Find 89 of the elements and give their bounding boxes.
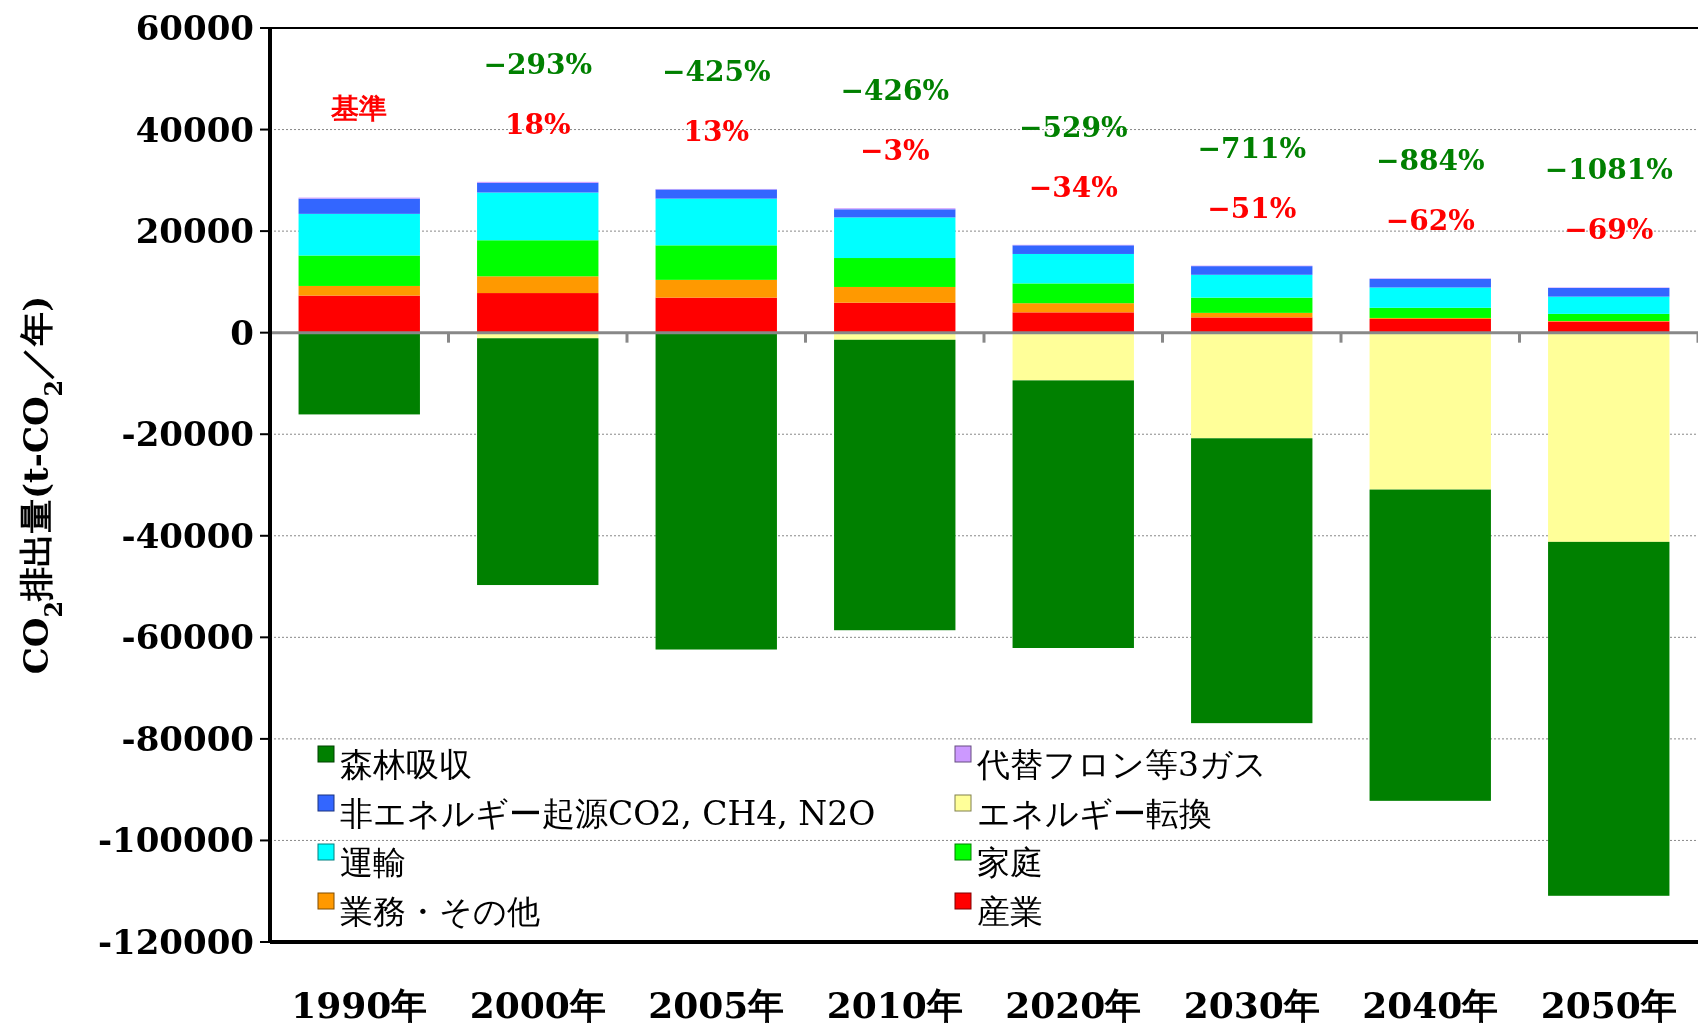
x-tick-label: 2010年 <box>826 984 963 1026</box>
bar <box>298 213 420 256</box>
bar <box>1012 283 1134 304</box>
annotation: 13% <box>683 114 750 148</box>
bar <box>1012 332 1134 381</box>
y-tick-label: -20000 <box>121 414 254 455</box>
bar <box>834 339 956 631</box>
bar <box>1548 287 1670 297</box>
bar <box>1548 296 1670 314</box>
x-tick-label: 2000年 <box>469 984 606 1026</box>
bar <box>477 240 599 277</box>
bar <box>1191 297 1313 313</box>
bar <box>1012 303 1134 313</box>
y-tick-label: 20000 <box>135 211 254 252</box>
bar <box>477 276 599 294</box>
annotation: −3% <box>859 134 930 168</box>
annotation: −62% <box>1385 204 1475 238</box>
x-tick-label: 2030年 <box>1183 984 1320 1026</box>
y-tick-label: -100000 <box>97 820 254 861</box>
y-tick-label: 60000 <box>135 8 254 48</box>
bar <box>1012 245 1134 254</box>
bar <box>655 297 777 333</box>
x-tick-label: 2040年 <box>1362 984 1499 1026</box>
bar <box>834 286 956 303</box>
bar <box>1191 332 1313 439</box>
legend-label: 業務・その他 <box>340 892 540 931</box>
legend-label: 森林吸収 <box>340 745 472 784</box>
x-tick-label: 2005年 <box>648 984 785 1026</box>
bar <box>298 285 420 296</box>
bar <box>1369 332 1491 490</box>
annotation: 基準 <box>330 91 388 125</box>
bar <box>477 192 599 241</box>
bar <box>655 332 777 650</box>
y-tick-label: 40000 <box>135 109 254 150</box>
bar <box>1548 313 1670 321</box>
y-tick-label: 0 <box>230 312 254 353</box>
annotation: −293% <box>483 47 593 81</box>
x-tick-label: 2020年 <box>1005 984 1142 1026</box>
bar <box>1369 287 1491 308</box>
legend-label: 代替フロン等3ガス <box>976 745 1267 784</box>
legend-label: 産業 <box>977 892 1043 931</box>
bar <box>298 332 420 415</box>
bar <box>477 182 599 193</box>
annotation: −69% <box>1564 213 1654 247</box>
annotation: −51% <box>1207 191 1297 225</box>
bar <box>655 198 777 246</box>
legend-label: エネルギー転換 <box>977 794 1212 833</box>
annotation: −425% <box>661 54 771 88</box>
annotation: −529% <box>1018 110 1128 144</box>
bar <box>477 293 599 333</box>
annotation: 18% <box>504 107 571 141</box>
bar <box>1191 274 1313 298</box>
bar <box>1548 321 1670 333</box>
bar <box>1369 489 1491 801</box>
bar <box>298 198 420 214</box>
annotation: −711% <box>1197 131 1307 165</box>
x-tick-label: 1990年 <box>291 984 428 1026</box>
bar <box>834 302 956 333</box>
annotation: −884% <box>1375 144 1485 178</box>
legend-label: 非エネルギー起源CO2, CH4, N2O <box>340 794 876 833</box>
legend-label: 家庭 <box>977 843 1043 882</box>
bar <box>1548 541 1670 896</box>
x-tick-label: 2050年 <box>1540 984 1677 1026</box>
annotation: −1081% <box>1544 153 1673 187</box>
y-tick-label: -120000 <box>97 922 254 962</box>
bar <box>298 255 420 286</box>
bar <box>1012 312 1134 333</box>
y-tick-label: -60000 <box>121 617 254 658</box>
bar <box>1012 253 1134 284</box>
bar <box>1369 278 1491 288</box>
bar <box>1191 266 1313 275</box>
bar <box>655 189 777 199</box>
legend-label: 運輸 <box>340 843 406 882</box>
bar <box>298 295 420 333</box>
bar <box>834 209 956 218</box>
bar <box>1548 332 1670 542</box>
bar <box>834 217 956 259</box>
bar <box>477 338 599 586</box>
bar <box>834 258 956 287</box>
y-tick-label: -40000 <box>121 515 254 556</box>
y-tick-label: -80000 <box>121 718 254 759</box>
bar <box>1369 307 1491 318</box>
bar <box>655 279 777 298</box>
annotation: −34% <box>1028 170 1118 204</box>
bar <box>1191 317 1313 333</box>
bar <box>1191 438 1313 724</box>
annotation: −426% <box>840 74 950 108</box>
bar <box>655 245 777 280</box>
bar <box>1012 380 1134 648</box>
